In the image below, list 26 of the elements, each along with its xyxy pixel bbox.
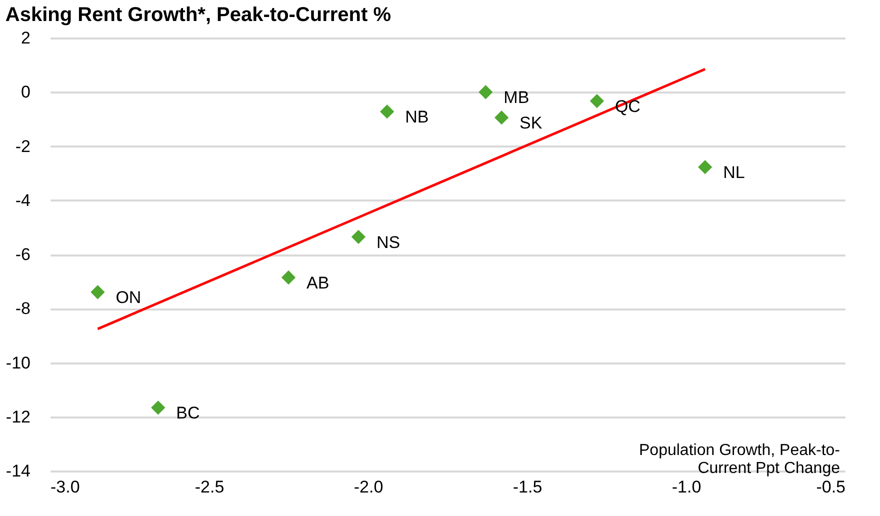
annotation: QC [614, 97, 640, 116]
annotation: NL [723, 163, 745, 182]
y-tick-label: -14 [6, 462, 30, 480]
y-tick-label: 0 [21, 82, 30, 102]
x-tick-label: -1.0 [672, 478, 702, 496]
y-tick-label: 2 [21, 28, 30, 48]
y-tick-label: -4 [15, 190, 30, 210]
annotation: SK [520, 114, 543, 133]
y-tick-label: -6 [15, 245, 30, 264]
annotation: MB [504, 88, 530, 108]
annotation: BC [176, 404, 200, 423]
annotation: Population Growth, Peak-to- Current Ppt Change [639, 442, 840, 477]
y-tick-label: -2 [15, 136, 30, 156]
x-tick-label: -2.0 [354, 478, 384, 496]
chart-title: Asking Rent Growth*, Peak-to-Current % [5, 4, 392, 26]
x-tick-label: -0.5 [816, 478, 846, 496]
y-tick-label: -8 [15, 299, 30, 318]
annotation: NS [376, 232, 400, 252]
annotation: ON [116, 288, 142, 308]
y-tick-label: -10 [6, 353, 30, 372]
x-tick-label: -2.5 [194, 478, 224, 496]
annotation: AB [306, 274, 330, 293]
annotation: NB [405, 108, 429, 127]
y-tick-label: -12 [6, 407, 30, 426]
x-tick-label: -3.0 [50, 478, 80, 496]
x-tick-label: -1.5 [512, 478, 542, 496]
